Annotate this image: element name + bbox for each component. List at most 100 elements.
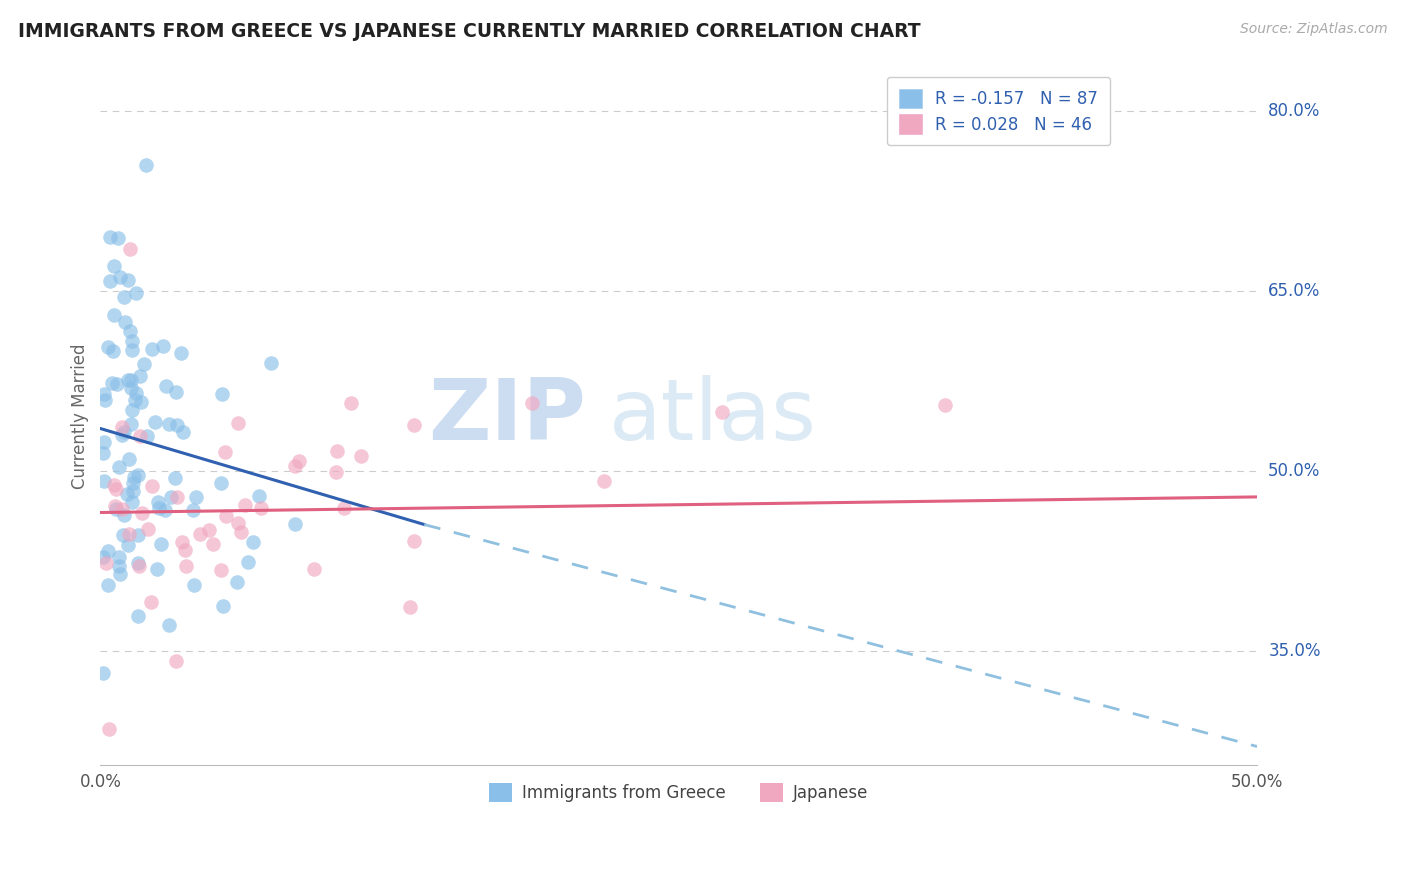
Point xyxy=(117,487,139,501)
Point xyxy=(211,386,233,401)
Point xyxy=(155,379,177,393)
Point xyxy=(163,470,186,484)
Point xyxy=(128,428,150,442)
Point xyxy=(132,357,155,371)
Point xyxy=(100,230,122,244)
Point xyxy=(141,595,163,609)
Point xyxy=(170,535,193,549)
Y-axis label: Currently Married: Currently Married xyxy=(72,343,89,490)
Point xyxy=(91,446,114,460)
Point xyxy=(108,459,131,474)
Point xyxy=(112,425,135,439)
Text: atlas: atlas xyxy=(609,375,817,458)
Point xyxy=(121,403,143,417)
Point xyxy=(94,557,117,571)
Point xyxy=(188,527,211,541)
Point xyxy=(710,405,733,419)
Point xyxy=(120,373,142,387)
Point xyxy=(165,654,187,668)
Point xyxy=(117,451,139,466)
Point xyxy=(141,343,163,357)
Point xyxy=(209,563,232,577)
Point xyxy=(111,420,134,434)
Point xyxy=(122,484,145,499)
Point xyxy=(108,566,131,581)
Point xyxy=(183,578,205,592)
Point xyxy=(94,392,117,407)
Point xyxy=(172,425,194,440)
Point xyxy=(91,666,114,681)
Point xyxy=(117,273,139,287)
Point xyxy=(124,392,146,407)
Point xyxy=(91,550,114,565)
Point xyxy=(125,285,148,300)
Point xyxy=(160,490,183,504)
Point xyxy=(284,517,307,532)
Point xyxy=(103,308,125,322)
Point xyxy=(249,500,271,515)
Point xyxy=(122,470,145,484)
Point xyxy=(97,340,120,354)
Point xyxy=(121,334,143,348)
Point xyxy=(107,550,129,565)
Point xyxy=(107,231,129,245)
Point xyxy=(97,544,120,558)
Point xyxy=(111,528,134,542)
Point xyxy=(105,501,128,516)
Point xyxy=(226,516,249,531)
Text: 50.0%: 50.0% xyxy=(1268,461,1320,480)
Point xyxy=(118,324,141,338)
Point xyxy=(131,506,153,520)
Point xyxy=(98,274,121,288)
Point xyxy=(176,559,198,574)
Point xyxy=(118,526,141,541)
Point xyxy=(153,503,176,517)
Point xyxy=(93,386,115,401)
Point xyxy=(520,396,543,410)
Point xyxy=(326,444,349,458)
Point xyxy=(202,537,225,551)
Point xyxy=(170,345,193,359)
Point xyxy=(112,508,135,522)
Point xyxy=(148,501,170,516)
Text: Source: ZipAtlas.com: Source: ZipAtlas.com xyxy=(1240,22,1388,37)
Point xyxy=(198,523,221,537)
Point xyxy=(129,395,152,409)
Point xyxy=(302,562,325,576)
Point xyxy=(122,475,145,490)
Point xyxy=(128,368,150,383)
Point xyxy=(127,609,149,624)
Text: IMMIGRANTS FROM GREECE VS JAPANESE CURRENTLY MARRIED CORRELATION CHART: IMMIGRANTS FROM GREECE VS JAPANESE CURRE… xyxy=(18,22,921,41)
Point xyxy=(141,479,163,493)
Point xyxy=(333,501,356,516)
Point xyxy=(97,722,120,736)
Point xyxy=(157,618,180,632)
Point xyxy=(127,468,149,483)
Point xyxy=(103,478,125,492)
Point xyxy=(114,315,136,329)
Point xyxy=(325,466,347,480)
Point xyxy=(127,528,149,542)
Point xyxy=(152,339,174,353)
Point xyxy=(402,533,425,548)
Point xyxy=(111,427,134,442)
Point xyxy=(186,491,208,505)
Point xyxy=(120,381,142,395)
Point xyxy=(93,434,115,449)
Text: ZIP: ZIP xyxy=(429,375,586,458)
Text: 65.0%: 65.0% xyxy=(1268,282,1320,300)
Point xyxy=(128,558,150,573)
Point xyxy=(104,482,127,496)
Point xyxy=(93,475,115,489)
Point xyxy=(402,417,425,432)
Point xyxy=(120,242,142,256)
Point xyxy=(166,418,188,433)
Point xyxy=(166,490,188,504)
Point xyxy=(225,574,247,589)
Point xyxy=(101,343,124,358)
Point xyxy=(260,356,283,370)
Point xyxy=(103,260,125,274)
Point xyxy=(124,385,146,400)
Point xyxy=(117,373,139,387)
Point xyxy=(135,158,157,172)
